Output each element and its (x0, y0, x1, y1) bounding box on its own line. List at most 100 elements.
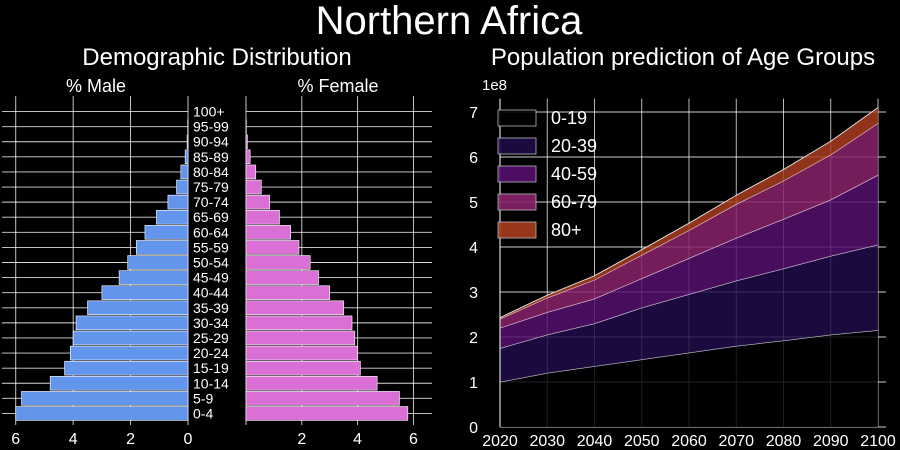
female-bar (245, 285, 331, 300)
age-group-label: 15-19 (193, 360, 229, 376)
male-bar (186, 134, 189, 149)
age-group-label: 55-59 (193, 239, 229, 255)
female-bar (245, 391, 400, 406)
male-bar (15, 406, 189, 421)
area-y-tick-label: 4 (469, 240, 478, 257)
pyramid-x-tick-label: 4 (69, 431, 78, 448)
area-band-0-19 (500, 330, 878, 427)
age-group-label: 5-9 (193, 390, 213, 406)
female-bar (245, 345, 358, 361)
pyramid-x-tick-label: 2 (126, 431, 135, 448)
legend-label: 80+ (551, 220, 582, 240)
female-bar (245, 225, 291, 240)
age-group-label: 95-99 (193, 119, 229, 135)
age-group-label: 30-34 (193, 315, 229, 331)
area-x-tick-label: 2090 (813, 433, 849, 450)
male-bar (69, 345, 189, 361)
age-group-label: 100+ (193, 104, 225, 120)
male-bar (87, 300, 189, 316)
male-axis-title: % Male (66, 76, 126, 96)
area-x-tick-label: 2050 (624, 433, 660, 450)
area-band-40-59 (500, 175, 878, 349)
age-group-label: 10-14 (193, 375, 229, 391)
pyramid-x-tick-label: 2 (297, 431, 306, 448)
legend-swatch (497, 193, 537, 211)
area-chart-title: Population prediction of Age Groups (491, 44, 875, 71)
area-x-tick-label: 2020 (482, 433, 518, 450)
legend-swatch (497, 165, 537, 183)
age-group-label: 75-79 (193, 179, 229, 195)
female-bar (245, 360, 361, 376)
age-group-label: 65-69 (193, 209, 229, 225)
age-group-label: 60-64 (193, 224, 229, 240)
area-band-edge (499, 107, 879, 319)
male-bar (156, 209, 189, 225)
male-bar (49, 376, 189, 391)
female-bar (245, 330, 356, 346)
male-bar (101, 285, 189, 300)
age-group-label: 35-39 (193, 300, 229, 316)
male-bar (180, 164, 189, 180)
area-x-tick-label: 2100 (860, 433, 896, 450)
area-band-20-39 (500, 244, 878, 382)
legend-swatch (497, 109, 537, 127)
area-y-tick-label: 0 (469, 420, 478, 437)
legend-swatch (497, 137, 537, 155)
age-group-label: 45-49 (193, 270, 229, 286)
area-x-tick-label: 2070 (718, 433, 754, 450)
female-bar (245, 134, 248, 149)
age-group-label: 70-74 (193, 194, 229, 210)
age-group-label: 80-84 (193, 164, 229, 180)
female-bar (245, 255, 311, 270)
age-group-label: 50-54 (193, 255, 229, 271)
female-axis-title: % Female (297, 76, 378, 96)
male-bar (72, 330, 189, 346)
legend-label: 0-19 (551, 108, 587, 128)
female-bar (245, 179, 262, 195)
male-bar (184, 149, 189, 165)
female-bar (245, 376, 378, 391)
pyramid-x-tick-label: 6 (409, 431, 418, 448)
pyramid-x-tick-label: 6 (11, 431, 20, 448)
area-y-tick-label: 1 (469, 375, 478, 392)
area-x-tick-label: 2040 (577, 433, 613, 450)
pyramid-x-tick-label: 4 (353, 431, 362, 448)
female-bar (245, 164, 257, 180)
female-bar (245, 270, 319, 285)
male-bar (167, 194, 189, 210)
female-bar (245, 315, 353, 331)
age-group-label: 90-94 (193, 134, 229, 150)
pyramid-x-tick-label: 0 (184, 431, 193, 448)
legend-label: 20-39 (551, 136, 597, 156)
age-group-label: 85-89 (193, 149, 229, 165)
male-bar (127, 255, 189, 270)
female-bar (245, 240, 300, 255)
pyramid-title: Demographic Distribution (82, 44, 351, 71)
area-y-tick-label: 3 (469, 285, 478, 302)
area-x-tick-label: 2060 (671, 433, 707, 450)
legend-label: 40-59 (551, 164, 597, 184)
male-bar (21, 391, 189, 406)
male-bar (176, 179, 189, 195)
age-group-label: 20-24 (193, 345, 229, 361)
area-y-tick-label: 5 (469, 195, 478, 212)
male-bar (118, 270, 189, 285)
area-x-tick-label: 2080 (766, 433, 802, 450)
area-y-tick-label: 6 (469, 150, 478, 167)
legend-swatch (497, 221, 537, 239)
female-bar (245, 149, 251, 165)
area-y-tick-label: 7 (469, 105, 478, 122)
age-group-label: 0-4 (193, 405, 213, 421)
male-bar (75, 315, 189, 331)
age-group-label: 25-29 (193, 330, 229, 346)
male-bar (64, 360, 189, 376)
female-bar (245, 300, 344, 316)
area-x-tick-label: 2030 (529, 433, 565, 450)
legend-label: 60-79 (551, 192, 597, 212)
male-bar (136, 240, 189, 255)
population-pyramid: 0-45-910-1415-1920-2425-2930-3435-3940-4… (2, 96, 432, 448)
female-bar (245, 406, 409, 421)
stacked-area-chart: 0 1 2 3 4 5 6 7 2020 2030 2040 2050 2060 2070 2080 2090… (469, 98, 896, 450)
area-y-tick-label: 2 (469, 330, 478, 347)
